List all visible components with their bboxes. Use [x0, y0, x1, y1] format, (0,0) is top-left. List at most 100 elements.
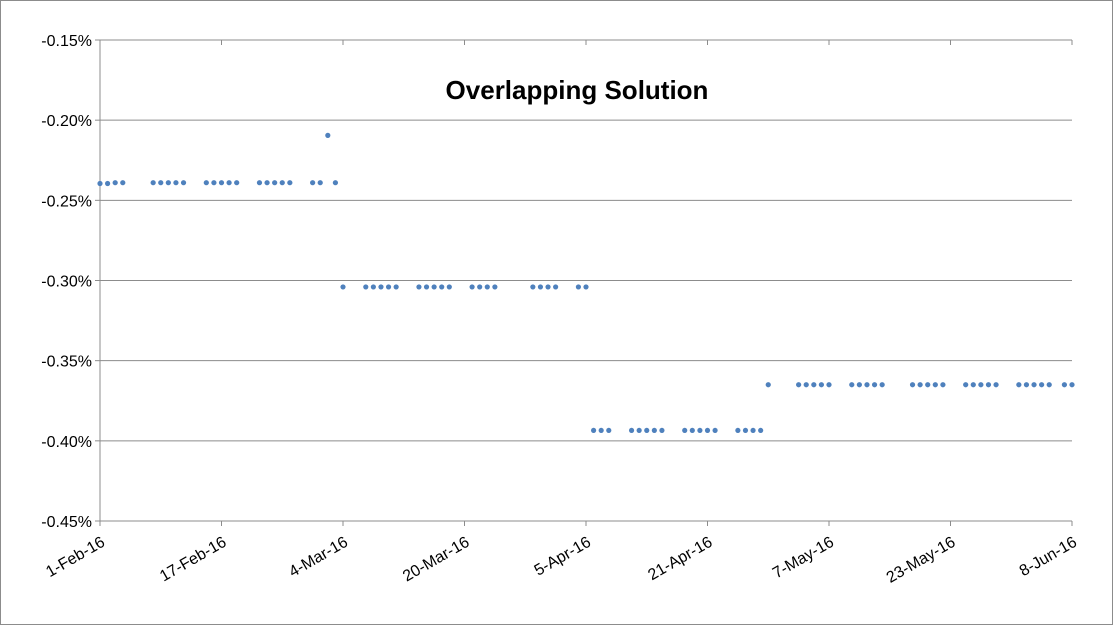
data-point [332, 180, 339, 186]
data-point [439, 284, 445, 290]
data-point [1061, 382, 1068, 388]
y-axis: -0.15% -0.20% -0.25% -0.30% -0.35% -0.40% -0.4… [41, 33, 101, 531]
data-point [112, 180, 118, 186]
data-point [1039, 382, 1045, 388]
data-point [279, 180, 285, 186]
data-point [871, 382, 878, 388]
data-point [742, 427, 749, 434]
data-point [530, 284, 536, 290]
data-point [735, 427, 741, 434]
data-point [811, 382, 817, 388]
data-point [423, 284, 430, 290]
data-point [598, 427, 604, 434]
data-point [310, 180, 316, 186]
data-point [879, 382, 885, 388]
data-point [325, 132, 331, 138]
data-point [849, 382, 855, 388]
data-point [537, 284, 544, 290]
data-point [651, 427, 657, 434]
data-points [97, 132, 1075, 434]
gridlines [100, 39, 1072, 522]
data-point [712, 427, 718, 434]
data-point [492, 284, 498, 290]
data-point [856, 382, 862, 388]
data-point [264, 180, 270, 186]
data-point [1046, 382, 1052, 388]
data-point [226, 180, 232, 186]
data-point [1031, 382, 1037, 388]
y-tick-label: -0.15% [41, 33, 92, 50]
data-point [553, 284, 559, 290]
data-point [150, 180, 156, 186]
data-point [628, 427, 635, 434]
data-point [378, 284, 384, 290]
data-point [765, 382, 771, 388]
data-point [203, 180, 209, 186]
data-point [704, 427, 711, 434]
data-point [606, 427, 612, 434]
data-point [917, 382, 923, 388]
data-point [590, 427, 597, 434]
data-point [340, 284, 346, 290]
data-point [385, 284, 392, 290]
data-point [484, 284, 490, 290]
data-point [978, 382, 984, 388]
data-point [803, 382, 809, 388]
data-point [697, 427, 703, 434]
data-point [173, 180, 179, 186]
data-point [1016, 382, 1022, 388]
x-tick-label: 21-Apr-16 [645, 534, 715, 584]
data-point [393, 284, 399, 290]
data-point [1023, 382, 1030, 388]
data-point [1069, 382, 1075, 388]
x-tick-label: 1-Feb-16 [43, 534, 108, 581]
data-point [932, 382, 938, 388]
x-tick-label: 8-Jun-16 [1017, 534, 1080, 580]
data-point [363, 284, 369, 290]
y-tick-label: -0.40% [41, 434, 92, 451]
x-tick-label: 20-Mar-16 [400, 534, 473, 586]
x-tick-label: 23-May-16 [884, 534, 959, 587]
x-tick-label: 7-May-16 [770, 534, 837, 583]
data-point [211, 180, 217, 186]
data-point [234, 180, 240, 186]
data-point [287, 180, 293, 186]
data-point [636, 427, 642, 434]
data-point [416, 284, 422, 290]
y-tick-label: -0.25% [41, 193, 92, 210]
data-point [317, 180, 323, 186]
y-tick-label: -0.20% [41, 113, 92, 130]
data-point [218, 180, 225, 186]
x-axis: 1-Feb-16 17-Feb-16 4-Mar-16 20-Mar-16 5-Apr-… [43, 40, 1080, 587]
data-point [575, 284, 582, 290]
data-point [256, 180, 263, 186]
data-point [545, 284, 551, 290]
data-point [644, 427, 650, 434]
x-tick-label: 5-Apr-16 [532, 534, 594, 580]
data-point [985, 382, 992, 388]
data-point [925, 382, 931, 388]
data-point [758, 427, 764, 434]
data-point [469, 284, 475, 290]
data-point [158, 180, 164, 186]
data-point [370, 284, 376, 290]
data-point [431, 284, 437, 290]
y-tick-label: -0.35% [41, 354, 92, 371]
data-point [682, 427, 688, 434]
data-point [750, 427, 756, 434]
data-point [689, 427, 695, 434]
data-point [970, 382, 976, 388]
chart-title: Overlapping Solution [446, 75, 709, 105]
y-tick-label: -0.30% [41, 274, 92, 291]
data-point [97, 180, 103, 187]
data-point [993, 382, 999, 388]
data-point [272, 180, 278, 186]
x-tick-label: 4-Mar-16 [286, 534, 351, 581]
data-point [963, 382, 969, 388]
data-point [104, 180, 111, 187]
data-point [909, 382, 916, 388]
data-point [818, 382, 825, 388]
data-point [180, 180, 187, 186]
data-point [446, 284, 452, 290]
